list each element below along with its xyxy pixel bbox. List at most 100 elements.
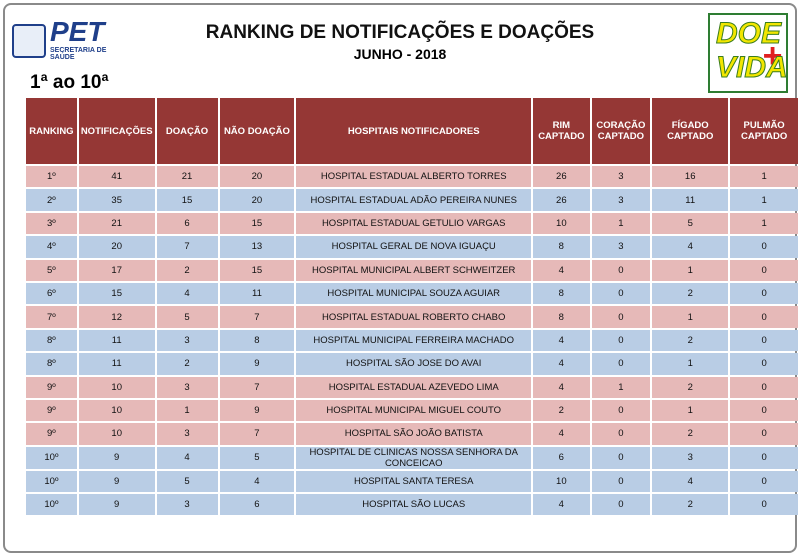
table-cell: 2 — [533, 399, 590, 422]
table-cell: 10 — [78, 423, 155, 445]
table-cell: 20 — [219, 166, 295, 188]
table-cell: HOSPITAL ESTADUAL ALBERTO TORRES — [296, 166, 532, 188]
table-cell: 4 — [533, 259, 590, 281]
table-cell: 4 — [652, 470, 729, 493]
table-cell: 9º — [26, 376, 77, 398]
table-cell: 3 — [591, 189, 651, 211]
table-cell: HOSPITAL ESTADUAL ADÃO PEREIRA NUNES — [296, 189, 532, 211]
table-cell: 3 — [591, 236, 651, 258]
table-cell: HOSPITAL ESTADUAL GETULIO VARGAS — [296, 212, 532, 235]
table-cell: 10º — [26, 470, 77, 493]
table-cell: 1 — [156, 399, 218, 422]
table-cell: 0 — [591, 494, 651, 516]
logo-bottom: VIDA — [716, 51, 789, 85]
table-cell: 1 — [730, 166, 798, 188]
table-cell: 9º — [26, 399, 77, 422]
table-cell: 21 — [156, 166, 218, 188]
table-cell: 5 — [652, 212, 729, 235]
table-cell: 26 — [533, 166, 590, 188]
table-cell: 11 — [219, 282, 295, 305]
table-cell: HOSPITAL SÃO LUCAS — [296, 494, 532, 516]
plus: + — [762, 37, 782, 75]
table-cell: 35 — [78, 189, 155, 211]
table-row: 8º 11 3 8 HOSPITAL MUNICIPAL FERREIRA MACHAD… — [26, 329, 798, 352]
table-cell: 2 — [652, 329, 729, 352]
table-cell: 9 — [219, 353, 295, 375]
table-row: 10º 9 4 5 HOSPITAL DE CLINICAS NOSSA SENHORA… — [26, 446, 798, 469]
table-cell: 9 — [78, 494, 155, 516]
table-cell: 20 — [78, 236, 155, 258]
table-cell: HOSPITAL MUNICIPAL MIGUEL COUTO — [296, 399, 532, 422]
table-row: 7º 12 5 7 HOSPITAL ESTADUAL ROBERTO CHABO 8 0 1… — [26, 306, 798, 328]
column-header: FÍGADO CAPTADO — [652, 98, 729, 164]
table-cell: HOSPITAL SÃO JOSE DO AVAI — [296, 353, 532, 375]
table-cell: 0 — [591, 470, 651, 493]
table-cell: 0 — [730, 282, 798, 305]
table-cell: 0 — [591, 329, 651, 352]
table-cell: 10º — [26, 494, 77, 516]
table-cell: 8º — [26, 329, 77, 352]
table-cell: 0 — [730, 399, 798, 422]
table-cell: 5 — [156, 306, 218, 328]
logo-top: DOE — [715, 17, 782, 51]
table-cell: 8º — [26, 353, 77, 375]
table-cell: 10 — [78, 399, 155, 422]
table-cell: 4 — [156, 446, 218, 469]
logo-right: DOE + VIDA — [708, 13, 788, 93]
table-cell: 8 — [219, 329, 295, 352]
table-row: 2º 35 15 20 HOSPITAL ESTADUAL ADÃO PEREIRA N… — [26, 189, 798, 211]
table-cell: 1º — [26, 166, 77, 188]
column-header: NOTIFICAÇÕES — [78, 98, 155, 164]
table-cell: 1 — [652, 259, 729, 281]
table-cell: 9 — [78, 446, 155, 469]
table-cell: 26 — [533, 189, 590, 211]
table-cell: 3 — [156, 376, 218, 398]
table-cell: 15 — [219, 212, 295, 235]
table-cell: 0 — [730, 353, 798, 375]
title: RANKING DE NOTIFICAÇÕES E DOAÇÕES — [205, 22, 595, 43]
table-cell: 10 — [78, 376, 155, 398]
table-cell: 4 — [533, 494, 590, 516]
table-cell: 0 — [730, 494, 798, 516]
table-cell: 5 — [219, 446, 295, 469]
table-cell: HOSPITAL SÃO JOÃO BATISTA — [296, 423, 532, 445]
table-cell: 0 — [730, 329, 798, 352]
table-cell: 8 — [533, 306, 590, 328]
table-cell: HOSPITAL ESTADUAL ROBERTO CHABO — [296, 306, 532, 328]
table-cell: 7 — [219, 306, 295, 328]
table-row: 9º 10 3 7 HOSPITAL SÃO JOÃO BATISTA 4 0 2 0 — [26, 423, 798, 445]
table-cell: 0 — [730, 259, 798, 281]
emblem — [12, 24, 46, 58]
table-row: 9º 10 1 9 HOSPITAL MUNICIPAL MIGUEL COUTO 2 0 1… — [26, 399, 798, 422]
table-cell: HOSPITAL MUNICIPAL ALBERT SCHWEITZER — [296, 259, 532, 281]
table-cell: 10 — [533, 470, 590, 493]
table-row: 10º 9 3 6 HOSPITAL SÃO LUCAS 4 0 2 0 — [26, 494, 798, 516]
table-cell: 0 — [591, 446, 651, 469]
table-cell: 6 — [219, 494, 295, 516]
table-cell: 12 — [78, 306, 155, 328]
table-cell: 3 — [652, 446, 729, 469]
table-row: 8º 11 2 9 HOSPITAL SÃO JOSE DO AVAI 4 0 1 0 — [26, 353, 798, 375]
column-header: RANKING — [26, 98, 77, 164]
logo-left: PET SECRETARIA DE SAÚDE — [12, 16, 127, 61]
table-cell: 13 — [219, 236, 295, 258]
table-row: 1º 41 21 20 HOSPITAL ESTADUAL ALBERTO TORRES… — [26, 166, 798, 188]
table-cell: 6º — [26, 282, 77, 305]
table-cell: 4 — [219, 470, 295, 493]
table-cell: 1 — [652, 306, 729, 328]
table-cell: HOSPITAL MUNICIPAL FERREIRA MACHADO — [296, 329, 532, 352]
table-cell: 15 — [219, 259, 295, 281]
column-header: DOAÇÃO — [156, 98, 218, 164]
table-cell: 3 — [156, 329, 218, 352]
table-cell: 0 — [730, 376, 798, 398]
subtitle: JUNHO - 2018 — [353, 46, 447, 62]
table-cell: HOSPITAL SANTA TERESA — [296, 470, 532, 493]
table-cell: 0 — [591, 259, 651, 281]
table-cell: 3 — [591, 166, 651, 188]
table-cell: 9 — [78, 470, 155, 493]
table-cell: 0 — [591, 423, 651, 445]
table-cell: HOSPITAL MUNICIPAL SOUZA AGUIAR — [296, 282, 532, 305]
table-cell: 0 — [730, 236, 798, 258]
table-cell: 0 — [730, 446, 798, 469]
